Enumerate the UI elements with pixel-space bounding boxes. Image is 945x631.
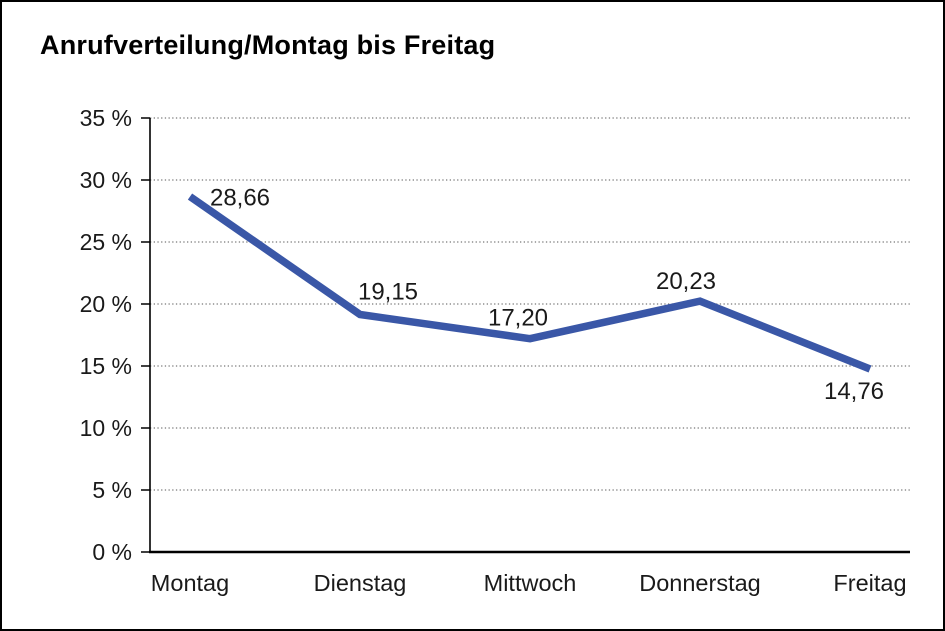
- x-axis-category-label: Dienstag: [314, 570, 407, 596]
- chart-title: Anrufverteilung/Montag bis Freitag: [40, 30, 496, 60]
- data-point-label: 28,66: [210, 185, 270, 212]
- data-point-label: 14,76: [824, 378, 884, 405]
- x-axis-category-label: Montag: [151, 570, 229, 596]
- y-axis-tick-label: 0 %: [92, 539, 132, 565]
- y-axis-tick-label: 10 %: [80, 415, 132, 441]
- x-axis-category-label: Donnerstag: [639, 570, 761, 596]
- x-axis-category-label: Mittwoch: [484, 570, 577, 596]
- y-axis-tick-label: 35 %: [80, 105, 132, 131]
- data-point-label: 20,23: [656, 268, 716, 295]
- y-axis-tick-label: 5 %: [92, 477, 132, 503]
- y-axis-tick-label: 25 %: [80, 229, 132, 255]
- data-point-label: 17,20: [488, 305, 548, 332]
- data-point-label: 19,15: [358, 279, 418, 306]
- y-axis-tick-label: 30 %: [80, 167, 132, 193]
- y-axis-tick-label: 15 %: [80, 353, 132, 379]
- data-line-series: [187, 193, 872, 373]
- y-axis-tick-label: 20 %: [80, 291, 132, 317]
- x-axis-category-label: Freitag: [833, 570, 906, 596]
